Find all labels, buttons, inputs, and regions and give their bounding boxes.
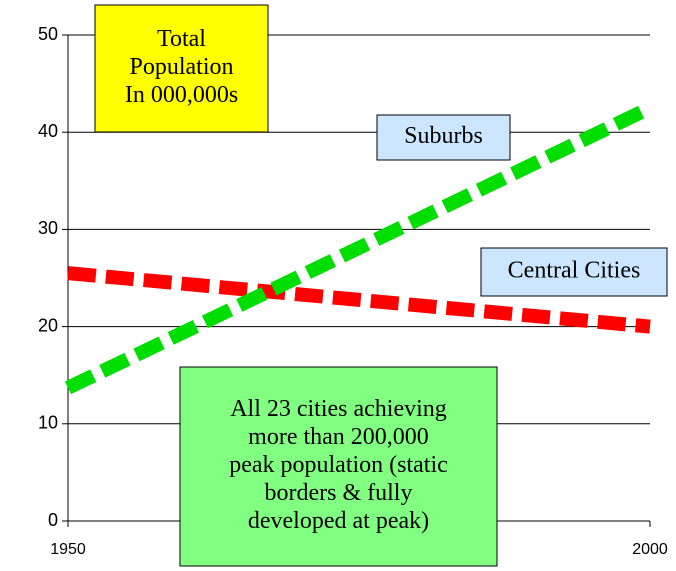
annotation-text: Central Cities [508, 258, 641, 284]
annotation-box [376, 114, 511, 161]
y-tick-label: 30 [38, 218, 58, 238]
annotation-text: In 000,000s [125, 82, 238, 108]
y-tick-label: 20 [38, 315, 58, 335]
lines [64, 101, 654, 395]
y-tick-label: 40 [38, 121, 58, 141]
y-tick-label: 0 [48, 510, 58, 530]
annotation-text: borders & fully [265, 480, 413, 506]
annotation-text: Population [129, 54, 233, 80]
annotation-text: developed at peak) [248, 508, 429, 534]
annotation-box [480, 247, 668, 297]
x-tick-label: 2000 [632, 541, 668, 558]
y-tick-label: 10 [38, 413, 58, 433]
series-line [64, 101, 654, 395]
x-tick-label: 1950 [50, 541, 86, 558]
annotation-text: more than 200,000 [248, 424, 429, 450]
annotation-text: All 23 cities achieving [230, 396, 447, 422]
annotation-text: Total [157, 26, 206, 52]
series-line [67, 266, 651, 334]
y-tick-label: 50 [38, 24, 58, 44]
annotation-box [179, 366, 498, 567]
annotation-box [94, 4, 269, 133]
annotation-text: peak population (static [229, 452, 448, 478]
annotation-text: Suburbs [404, 123, 483, 149]
